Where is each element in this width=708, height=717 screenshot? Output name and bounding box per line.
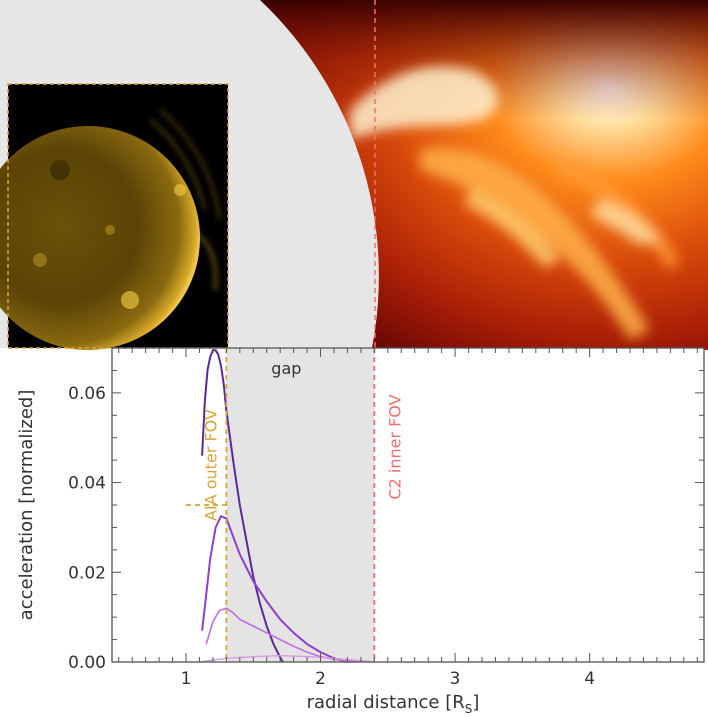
gap-region — [226, 348, 375, 662]
plot-background — [112, 348, 704, 662]
y-tick-label: 0.04 — [68, 474, 106, 494]
x-axis-title: radial distance [RS] — [307, 692, 480, 716]
plot-area: 1 2 3 4 0.00 0.02 0.04 0.06 — [68, 347, 705, 689]
x-tick-label: 2 — [315, 669, 326, 689]
aia-outer-fov-label: AIA outer FOV — [201, 409, 220, 521]
y-tick-label: 0.06 — [68, 384, 106, 404]
y-tick-label: 0.00 — [68, 653, 106, 673]
c2-inner-fov-label: C2 inner FOV — [385, 394, 404, 499]
y-tick-label: 0.02 — [68, 563, 106, 583]
gap-label: gap — [271, 359, 301, 378]
x-tick-label: 3 — [450, 669, 461, 689]
series-line-4 — [199, 655, 375, 663]
x-tick-label: 4 — [584, 669, 595, 689]
series-line-1 — [201, 349, 284, 663]
y-axis-title: acceleration [normalized] — [16, 390, 37, 621]
series-line-2 — [201, 515, 348, 663]
x-tick-label: 1 — [181, 669, 192, 689]
aia-solar-image — [0, 83, 229, 350]
